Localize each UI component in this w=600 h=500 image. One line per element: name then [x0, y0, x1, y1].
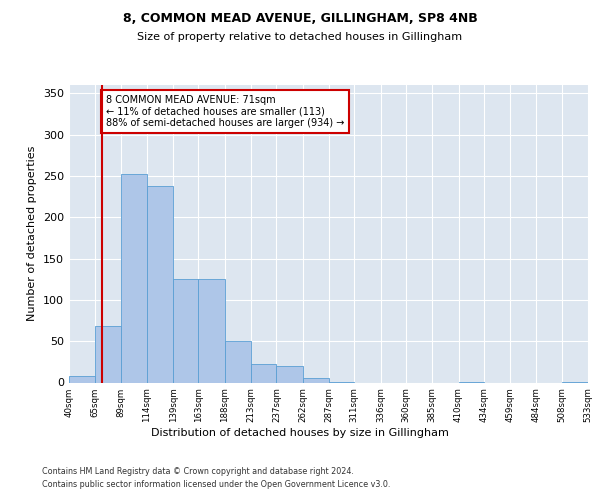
Bar	[251, 364, 277, 382]
Bar	[173, 279, 199, 382]
Bar	[303, 378, 329, 382]
Bar	[147, 186, 173, 382]
Bar	[121, 174, 147, 382]
Text: Contains HM Land Registry data © Crown copyright and database right 2024.: Contains HM Land Registry data © Crown c…	[42, 468, 354, 476]
Y-axis label: Number of detached properties: Number of detached properties	[28, 146, 37, 322]
Bar	[69, 376, 95, 382]
Text: Contains public sector information licensed under the Open Government Licence v3: Contains public sector information licen…	[42, 480, 391, 489]
Text: 8, COMMON MEAD AVENUE, GILLINGHAM, SP8 4NB: 8, COMMON MEAD AVENUE, GILLINGHAM, SP8 4…	[122, 12, 478, 26]
Text: 8 COMMON MEAD AVENUE: 71sqm
← 11% of detached houses are smaller (113)
88% of se: 8 COMMON MEAD AVENUE: 71sqm ← 11% of det…	[106, 95, 344, 128]
Bar	[277, 366, 303, 382]
Text: Size of property relative to detached houses in Gillingham: Size of property relative to detached ho…	[137, 32, 463, 42]
Bar	[199, 279, 225, 382]
Bar	[225, 341, 251, 382]
Text: Distribution of detached houses by size in Gillingham: Distribution of detached houses by size …	[151, 428, 449, 438]
Bar	[95, 326, 121, 382]
